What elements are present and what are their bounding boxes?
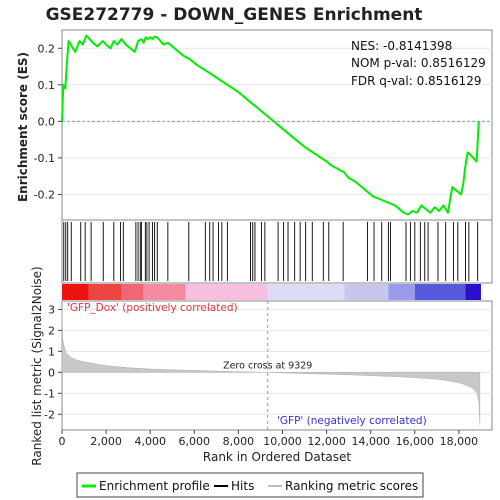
nes-stat: NES: -0.8141398 xyxy=(351,39,452,53)
metric-y-tick-label: 2 xyxy=(48,324,55,337)
es-y-tick-label: 0.2 xyxy=(38,42,56,55)
es-y-tick-label: 0.1 xyxy=(38,79,56,92)
color-bar-segment xyxy=(344,284,389,300)
x-tick-label: 0 xyxy=(59,435,66,448)
color-bar-segment xyxy=(185,284,268,300)
color-bar-segment xyxy=(88,284,122,300)
hits-panel xyxy=(61,219,493,284)
ranking-color-bar xyxy=(62,284,481,300)
es-y-tick-label: 0.0 xyxy=(38,115,56,128)
legend-enrichment-label: Enrichment profile xyxy=(99,479,210,493)
color-bar-segment xyxy=(388,284,415,300)
ranking-metric-area xyxy=(61,311,481,425)
color-bar-segment xyxy=(62,284,89,300)
zero-cross-label: Zero cross at 9329 xyxy=(223,360,312,371)
color-bar-segment xyxy=(414,284,466,300)
x-tick-label: 12,000 xyxy=(307,435,346,448)
fdr-qval-stat: FDR q-val: 0.8516129 xyxy=(351,74,481,88)
metric-y-tick-label: 1 xyxy=(48,345,55,358)
x-tick-label: 16,000 xyxy=(396,435,435,448)
x-tick-label: 2,000 xyxy=(90,435,122,448)
legend-box xyxy=(76,472,424,498)
metric-y-tick-label: -2 xyxy=(44,408,55,421)
metric-y-tick-label: 3 xyxy=(48,303,55,316)
es-panel: -0.2-0.10.00.10.2 Enrichment score (ES) … xyxy=(16,29,493,221)
metric-panel: Zero cross at 9329 'GFP_Dox' (positively… xyxy=(30,266,493,466)
positive-correlation-label: 'GFP_Dox' (positively correlated) xyxy=(67,302,238,314)
enrichment-profile-line xyxy=(61,34,480,216)
nom-pval-stat: NOM p-val: 0.8516129 xyxy=(351,56,486,70)
hits-frame xyxy=(61,219,493,284)
metric-y-tick-label: -1 xyxy=(44,387,55,400)
color-bar-segment xyxy=(267,284,345,300)
x-tick-label: 4,000 xyxy=(134,435,166,448)
es-y-ticks: -0.2 -0.1 0.0 0.1 0.2 xyxy=(34,42,62,201)
negative-correlation-label: 'GFP' (negatively correlated) xyxy=(277,415,427,427)
x-axis-label: Rank in Ordered Dataset xyxy=(203,450,351,464)
color-bar-segment xyxy=(143,284,186,300)
legend-ranking-label: Ranking metric scores xyxy=(285,479,418,493)
x-tick-label: 8,000 xyxy=(223,435,255,448)
es-y-tick-label: -0.2 xyxy=(34,188,55,201)
metric-y-ticks: -2 -1 0 1 2 3 xyxy=(44,303,62,421)
x-tick-label: 18,000 xyxy=(440,435,479,448)
chart-title: GSE272779 - DOWN_GENES Enrichment xyxy=(46,5,423,25)
color-bar-segment xyxy=(465,284,481,300)
legend-hits-label: Hits xyxy=(231,479,254,493)
metric-plot-frame xyxy=(61,300,493,431)
legend: Enrichment profile Hits Ranking metric s… xyxy=(76,472,424,498)
hit-marks xyxy=(63,222,479,281)
es-y-tick-label: -0.1 xyxy=(34,152,55,165)
x-ticks: 0 2,000 4,000 6,000 8,000 10,000 12,000 14,000 1… xyxy=(59,430,479,448)
metric-y-tick-label: 0 xyxy=(48,366,55,379)
es-y-axis-label: Enrichment score (ES) xyxy=(16,52,30,202)
x-tick-label: 10,000 xyxy=(263,435,302,448)
metric-y-axis-label: Ranked list metric (Signal2Noise) xyxy=(30,266,44,465)
color-bar-segment xyxy=(121,284,144,300)
x-tick-label: 14,000 xyxy=(351,435,390,448)
x-tick-label: 6,000 xyxy=(179,435,211,448)
